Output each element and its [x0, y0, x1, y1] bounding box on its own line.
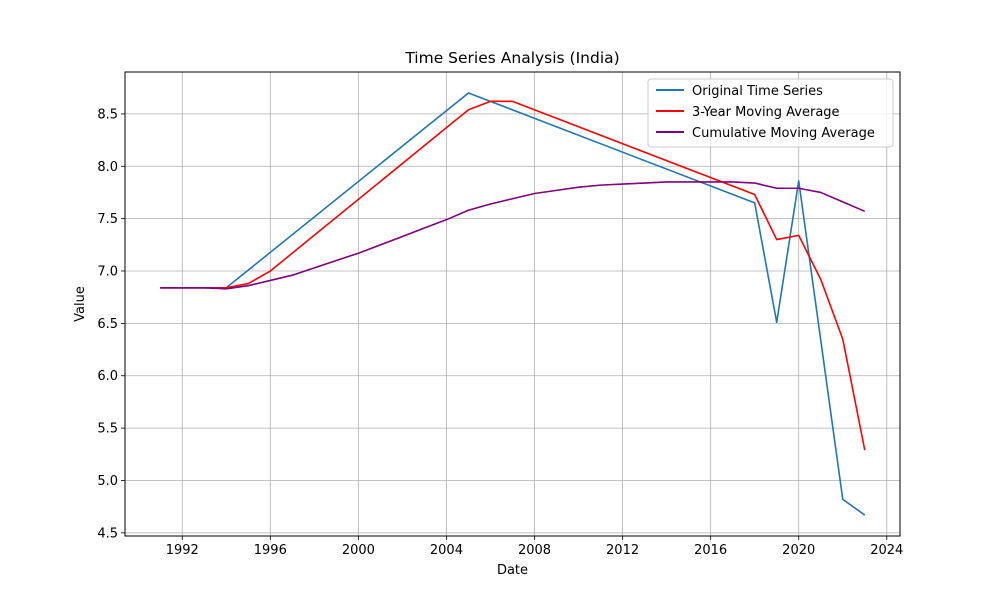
y-tick-label: 6.5 [97, 317, 118, 332]
x-axis-title: Date [497, 563, 528, 578]
y-tick-label: 6.0 [97, 369, 118, 384]
y-tick-label: 8.5 [97, 107, 118, 122]
legend: Original Time Series 3-Year Moving Avera… [647, 78, 894, 148]
y-tick-label: 5.5 [97, 422, 118, 437]
y-tick-label: 7.5 [97, 212, 118, 227]
axis-ticks: 1992 1996 2000 2004 2008 2012 2016 2020 2024 4.5 5… [97, 107, 903, 558]
x-tick-label: 2024 [870, 543, 903, 558]
series-lines [160, 92, 866, 516]
legend-box [647, 78, 894, 148]
y-axis-title: Value [73, 286, 88, 322]
x-tick-label: 1996 [254, 543, 287, 558]
x-tick-label: 2004 [430, 543, 463, 558]
x-tick-label: 2000 [342, 543, 375, 558]
y-tick-label: 4.5 [97, 526, 118, 541]
grid-lines [125, 72, 900, 536]
chart-title: Time Series Analysis (India) [404, 49, 619, 67]
x-tick-label: 2020 [782, 543, 815, 558]
legend-label-3yr-ma: 3-Year Moving Average [692, 105, 840, 120]
y-tick-label: 7.0 [97, 265, 118, 280]
legend-label-cma: Cumulative Moving Average [692, 126, 875, 141]
series-line-cma [160, 181, 866, 290]
plot-area-frame [124, 71, 901, 537]
x-tick-label: 2016 [694, 543, 727, 558]
y-tick-label: 5.0 [97, 474, 118, 489]
x-tick-label: 2012 [606, 543, 639, 558]
x-tick-label: 1992 [166, 543, 199, 558]
y-tick-label: 8.0 [97, 160, 118, 175]
series-line-3yr-ma [160, 100, 866, 451]
legend-label-original: Original Time Series [692, 84, 823, 99]
series-line-original [160, 92, 866, 516]
x-tick-label: 2008 [518, 543, 551, 558]
